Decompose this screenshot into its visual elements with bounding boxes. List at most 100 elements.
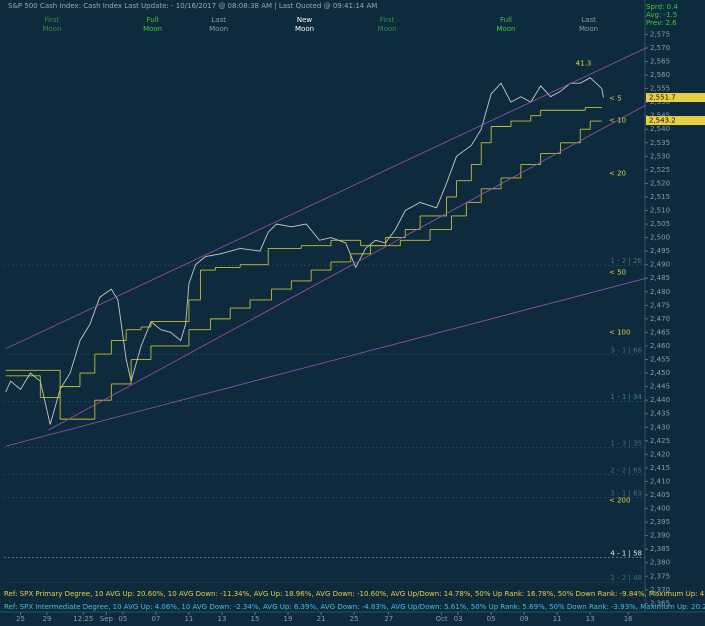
- series-line: [48, 104, 647, 431]
- y-tick-label: 2,440: [650, 396, 670, 404]
- price-tag-label: 2,543.2: [649, 117, 676, 125]
- y-tick-label: 2,575: [650, 30, 670, 38]
- y-tick-label: 2,365: [650, 599, 670, 607]
- y-tick-label: 2,475: [650, 301, 670, 309]
- y-tick-label: 2,425: [650, 437, 670, 445]
- x-tick-label: 12:25: [73, 615, 93, 623]
- ma-annotation: < 100: [609, 328, 630, 336]
- y-tick-label: 2,530: [650, 152, 670, 160]
- level-label: 4 - 1 | 58: [610, 549, 642, 557]
- y-tick-label: 2,375: [650, 572, 670, 580]
- y-tick-label: 2,560: [650, 71, 670, 79]
- y-tick-label: 2,465: [650, 328, 670, 336]
- x-tick-label: 13: [218, 615, 227, 623]
- series-line: [5, 77, 604, 425]
- x-tick-label: 16: [624, 615, 633, 623]
- series-line: [5, 277, 647, 447]
- moon-label: Full: [147, 16, 159, 24]
- price-tag-label: 2,551.7: [649, 94, 676, 102]
- y-tick-label: 2,570: [650, 44, 670, 52]
- y-tick-label: 2,450: [650, 369, 670, 377]
- y-tick-label: 2,415: [650, 464, 670, 472]
- moon-label: First: [45, 16, 60, 24]
- peak-label: 41.3: [576, 59, 592, 67]
- y-tick-label: 2,500: [650, 234, 670, 242]
- moon-label: Full: [500, 16, 512, 24]
- stat-label: Sprd: 0.4: [646, 3, 678, 11]
- y-tick-label: 2,410: [650, 477, 670, 485]
- ma-annotation: < 5: [609, 94, 622, 102]
- level-label: 2 - 2 | 65: [610, 466, 642, 474]
- x-tick-label: 21: [317, 615, 326, 623]
- x-tick-label: 11: [184, 615, 193, 623]
- x-tick-label: 19: [284, 615, 293, 623]
- y-tick-label: 2,490: [650, 261, 670, 269]
- level-label: 1 - 3 | 35: [610, 439, 642, 447]
- x-tick-label: Oct: [436, 615, 448, 623]
- ma-annotation: < 50: [609, 268, 626, 276]
- x-tick-label: 07: [151, 615, 160, 623]
- moon-label: Moon: [209, 25, 228, 33]
- y-tick-label: 2,555: [650, 85, 670, 93]
- x-tick-label: 09: [520, 615, 529, 623]
- y-tick-label: 2,370: [650, 586, 670, 594]
- stat-label: Prev: 2.6: [646, 19, 677, 27]
- footer-line: Ref: SPX Primary Degree, 10 AVG Up: 20.6…: [4, 590, 705, 598]
- y-tick-label: 2,540: [650, 125, 670, 133]
- y-tick-label: 2,485: [650, 274, 670, 282]
- moon-label: New: [297, 16, 313, 24]
- y-tick-label: 2,405: [650, 491, 670, 499]
- price-tag: [646, 93, 705, 103]
- footer-line: Ref: SPX Intermediate Degree, 10 AVG Up:…: [4, 603, 705, 611]
- x-tick-label: 29: [42, 615, 51, 623]
- level-label: 3 - 1 | 63: [610, 489, 642, 497]
- x-tick-label: 15: [251, 615, 260, 623]
- x-tick-label: Sep: [100, 615, 114, 623]
- y-tick-label: 2,470: [650, 315, 670, 323]
- x-tick-label: 05: [118, 615, 127, 623]
- chart-title: S&P 500 Cash Index: Cash Index Last Upda…: [8, 2, 377, 10]
- y-tick-label: 2,545: [650, 112, 670, 120]
- y-tick-label: 2,420: [650, 450, 670, 458]
- y-tick-label: 2,520: [650, 179, 670, 187]
- y-tick-label: 2,445: [650, 383, 670, 391]
- y-tick-label: 2,515: [650, 193, 670, 201]
- moon-label: Last: [211, 16, 226, 24]
- price-tag: [646, 116, 705, 126]
- y-tick-label: 2,430: [650, 423, 670, 431]
- level-label: 1 - 2 | 26: [610, 257, 642, 265]
- x-tick-label: 05: [487, 615, 496, 623]
- moon-label: Moon: [295, 25, 314, 33]
- y-tick-label: 2,385: [650, 545, 670, 553]
- level-label: 2 - 2 | 48: [610, 574, 642, 582]
- ma-annotation: < 200: [609, 496, 630, 504]
- moon-label: Moon: [378, 25, 397, 33]
- moon-label: Moon: [143, 25, 162, 33]
- y-tick-label: 2,495: [650, 247, 670, 255]
- x-tick-label: 27: [384, 615, 393, 623]
- series-line: [5, 47, 647, 350]
- y-tick-label: 2,480: [650, 288, 670, 296]
- y-tick-label: 2,565: [650, 57, 670, 65]
- x-tick-label: 13: [586, 615, 595, 623]
- y-tick-label: 2,455: [650, 356, 670, 364]
- stat-label: Avg: -1.5: [646, 11, 677, 19]
- x-tick-label: 25: [350, 615, 359, 623]
- moon-label: Last: [581, 16, 596, 24]
- y-tick-label: 2,510: [650, 207, 670, 215]
- x-tick-label: 11: [553, 615, 562, 623]
- moon-label: Moon: [496, 25, 515, 33]
- ma-annotation: < 20: [609, 169, 626, 177]
- y-tick-label: 2,390: [650, 532, 670, 540]
- moon-label: Moon: [42, 25, 61, 33]
- y-tick-label: 2,505: [650, 220, 670, 228]
- x-tick-label: 25: [16, 615, 25, 623]
- y-tick-label: 2,400: [650, 505, 670, 513]
- y-tick-label: 2,435: [650, 410, 670, 418]
- level-label: 1 - 1 | 34: [610, 393, 642, 401]
- y-tick-label: 2,380: [650, 559, 670, 567]
- moon-label: Moon: [579, 25, 598, 33]
- x-tick-label: 03: [454, 615, 463, 623]
- y-tick-label: 2,395: [650, 518, 670, 526]
